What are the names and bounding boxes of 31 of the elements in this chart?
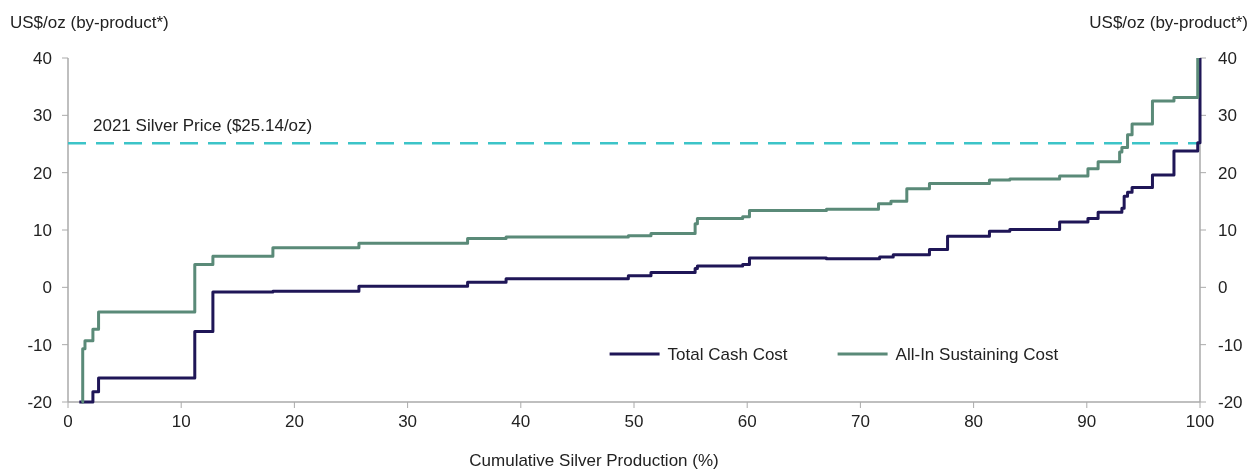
- y-axis-title: US$/oz (by-product*): [10, 13, 169, 32]
- x-tick-label: 100: [1185, 412, 1215, 431]
- y2-tick-label: 10: [1218, 221, 1237, 240]
- x-tick-label: 40: [511, 412, 531, 431]
- x-tick-label: 20: [284, 412, 304, 431]
- legend-label: All-In Sustaining Cost: [895, 345, 1059, 364]
- x-tick-label: 80: [964, 412, 984, 431]
- y-tick-label: 10: [33, 221, 52, 240]
- y2-tick-label: 0: [1218, 278, 1228, 298]
- ref-line-label: 2021 Silver Price ($25.14/oz): [93, 116, 313, 136]
- y2-axis-title: US$/oz (by-product*): [1089, 13, 1248, 32]
- x-tick-label: 0: [63, 412, 73, 431]
- x-axis-title: Cumulative Silver Production (%): [469, 451, 719, 470]
- x-tick-label: 60: [737, 412, 757, 431]
- y-tick-label: 30: [33, 106, 52, 126]
- y-tick-label: 40: [33, 49, 52, 68]
- y2-tick-label: -10: [1218, 335, 1243, 355]
- x-tick-label: 30: [398, 412, 418, 431]
- x-tick-label: 10: [171, 412, 191, 431]
- y-tick-label: -20: [27, 393, 52, 412]
- y-tick-label: 0: [42, 278, 52, 298]
- y2-tick-label: 20: [1218, 163, 1237, 183]
- x-tick-label: 50: [624, 412, 644, 431]
- legend-label: Total Cash Cost: [667, 345, 788, 364]
- y2-tick-label: 30: [1218, 106, 1237, 126]
- y2-tick-label: -20: [1218, 393, 1243, 412]
- y-tick-label: 20: [33, 163, 52, 183]
- y2-tick-label: 40: [1218, 49, 1237, 68]
- x-tick-label: 90: [1077, 412, 1097, 431]
- x-tick-label: 70: [850, 412, 870, 431]
- y-tick-label: -10: [27, 335, 52, 355]
